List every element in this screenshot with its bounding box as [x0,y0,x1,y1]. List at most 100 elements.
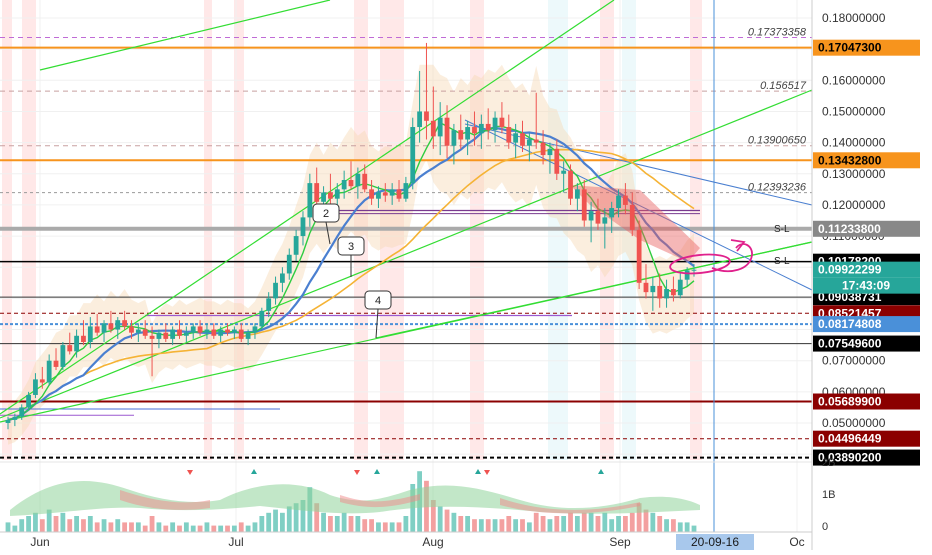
candle[interactable] [115,317,121,339]
candle[interactable] [595,198,601,230]
candle[interactable] [657,273,663,308]
candle[interactable] [458,114,464,149]
candle[interactable] [231,326,237,339]
candle[interactable] [238,323,244,342]
candle[interactable] [616,189,621,218]
candle[interactable] [520,120,525,152]
candle[interactable] [629,192,635,237]
candle[interactable] [12,413,18,427]
candle[interactable] [286,248,292,280]
candle[interactable] [163,323,169,342]
candle[interactable] [149,326,155,377]
candle[interactable] [273,276,278,305]
candle[interactable] [190,323,196,339]
candle[interactable] [259,307,265,330]
candle[interactable] [170,326,176,346]
candle[interactable] [300,211,306,246]
candle[interactable] [19,404,25,420]
candle[interactable] [410,117,416,190]
price-tag[interactable]: 0.03890200 [813,449,920,466]
candle[interactable] [636,220,642,290]
candle[interactable] [245,329,251,346]
price-tag[interactable]: 0.08174808 [813,316,920,333]
candle[interactable] [684,267,690,286]
candle[interactable] [664,279,669,308]
candle[interactable] [39,366,45,389]
candle[interactable] [225,323,230,336]
candle[interactable] [547,142,553,174]
candle[interactable] [382,183,388,202]
candle[interactable] [156,329,162,349]
candle[interactable] [60,342,66,371]
candle[interactable] [609,201,615,233]
candle[interactable] [74,329,79,358]
candle[interactable] [211,323,217,339]
price-tag[interactable]: 0.04496449 [813,430,920,447]
candle[interactable] [122,310,128,330]
candle[interactable] [677,273,683,299]
candle[interactable] [437,102,443,156]
candle[interactable] [81,320,86,346]
candle[interactable] [430,86,436,149]
candle[interactable] [197,320,203,336]
candle[interactable] [643,264,649,299]
candle[interactable] [5,416,11,430]
candle[interactable] [307,173,313,227]
price-tag[interactable]: 0.13432800 [813,152,920,169]
candle[interactable] [341,170,347,199]
candle[interactable] [526,133,532,162]
candle[interactable] [478,114,484,149]
candle[interactable] [389,183,395,205]
candle[interactable] [581,180,587,227]
candle[interactable] [218,326,224,342]
candle[interactable] [671,276,676,302]
candle[interactable] [417,70,422,143]
candle[interactable] [252,323,258,339]
candle[interactable] [403,176,409,202]
candle[interactable] [280,267,285,293]
candle[interactable] [650,276,656,311]
candle[interactable] [588,201,594,243]
candle[interactable] [472,111,477,146]
candle[interactable] [561,161,567,193]
candle[interactable] [444,105,450,159]
candle[interactable] [53,348,59,371]
candle[interactable] [376,186,381,209]
price-tag[interactable]: 0.09922299 [813,261,920,278]
candle[interactable] [424,42,429,140]
candle[interactable] [506,114,512,149]
candle[interactable] [94,313,100,336]
price-tag[interactable]: 0.07549600 [813,335,920,352]
annotation-callout[interactable]: 4 [364,290,392,339]
candle[interactable] [554,139,560,181]
candle[interactable] [355,167,361,199]
candle[interactable] [46,354,52,386]
price-tag[interactable]: 0.05689900 [813,393,920,410]
candle[interactable] [204,323,210,339]
candle[interactable] [465,120,471,156]
candle[interactable] [540,130,546,165]
candle[interactable] [26,391,31,411]
candle[interactable] [67,332,73,355]
candle[interactable] [362,164,368,193]
candle[interactable] [328,173,333,205]
candle[interactable] [334,183,340,209]
candle[interactable] [177,320,182,339]
candle[interactable] [499,102,505,134]
candle[interactable] [533,92,539,149]
candle[interactable] [183,326,189,342]
candle[interactable] [348,161,354,190]
candle[interactable] [623,183,628,215]
candle[interactable] [369,180,374,205]
candle[interactable] [108,310,114,333]
candle[interactable] [142,320,148,339]
price-tag[interactable]: 0.11233800 [813,220,920,237]
price-tag[interactable]: 0.17047300 [813,39,920,56]
candle[interactable] [574,183,580,212]
candle[interactable] [135,323,141,342]
candle[interactable] [129,320,134,339]
candle[interactable] [101,320,107,342]
candle[interactable] [451,123,457,165]
candle[interactable] [87,317,93,349]
